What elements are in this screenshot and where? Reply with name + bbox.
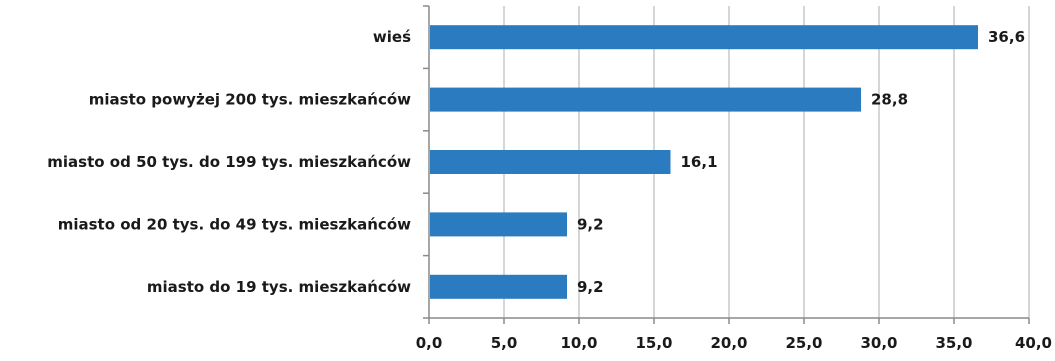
data-label: 28,8 — [871, 91, 908, 109]
x-tick-label: 0,0 — [416, 334, 443, 352]
data-label: 9,2 — [577, 278, 604, 296]
x-tick-label: 15,0 — [635, 334, 672, 352]
category-label: miasto do 19 tys. mieszkańców — [147, 278, 411, 296]
category-label: miasto od 50 tys. do 199 tys. mieszkańcó… — [47, 153, 411, 171]
data-label: 9,2 — [577, 215, 604, 233]
x-tick-label: 25,0 — [785, 334, 822, 352]
bar — [430, 212, 567, 237]
bar — [430, 87, 861, 112]
data-label: 36,6 — [988, 28, 1025, 46]
bar — [430, 150, 671, 174]
category-label: miasto od 20 tys. do 49 tys. mieszkańców — [58, 215, 411, 233]
x-tick-label: 20,0 — [710, 334, 747, 352]
x-tick-label: 10,0 — [560, 334, 597, 352]
x-tick-labels: 0,0 5,0 10,0 15,0 20,0 25,0 30,0 35,0 40,0 — [416, 334, 1052, 352]
x-tick-label: 35,0 — [935, 334, 972, 352]
category-label: wieś — [373, 28, 411, 46]
data-labels: 36,6 28,8 16,1 9,2 9,2 — [577, 28, 1025, 296]
category-label: miasto powyżej 200 tys. mieszkańców — [89, 91, 411, 109]
bar — [430, 25, 978, 50]
bar — [430, 274, 567, 299]
x-tick-label: 40,0 — [1015, 334, 1052, 352]
data-label: 16,1 — [681, 153, 718, 171]
category-labels: wieś miasto powyżej 200 tys. mieszkańców m… — [47, 28, 411, 296]
axes — [423, 5, 1030, 324]
x-tick-label: 30,0 — [860, 334, 897, 352]
bars — [430, 25, 978, 299]
x-tick-label: 5,0 — [491, 334, 518, 352]
